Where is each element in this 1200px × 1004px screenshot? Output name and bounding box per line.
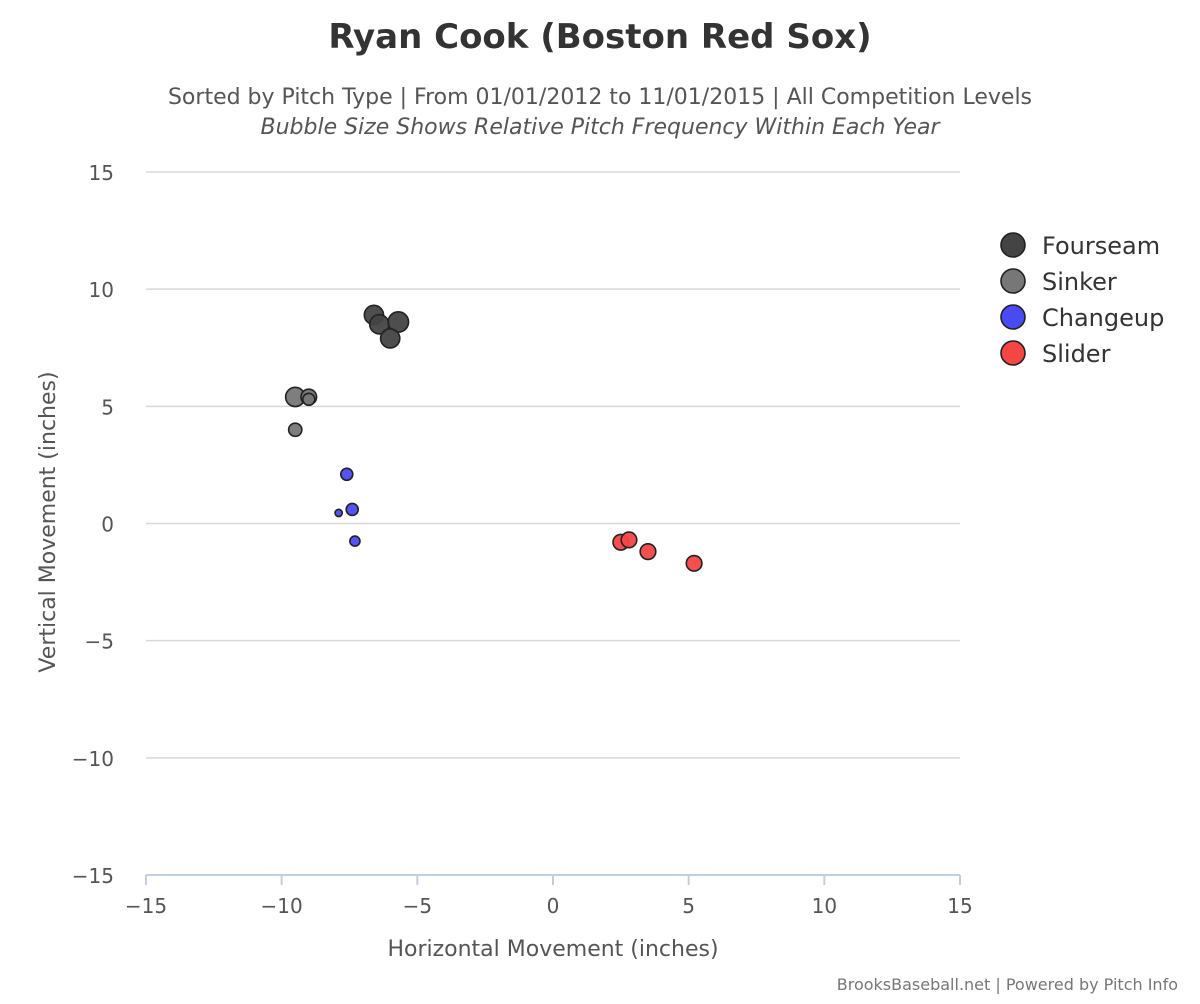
legend-marker-fourseam	[1000, 232, 1026, 258]
y-axis-tick-labels: −15 −10 −5 0 5 10 15	[72, 161, 114, 888]
x-axis-tick-labels: −15 −10 −5 0 5 10 15	[125, 894, 973, 918]
chart-subtitle: Sorted by Pitch Type | From 01/01/2012 t…	[168, 85, 1032, 110]
data-point-sinker	[301, 392, 316, 407]
x-tick-label: 0	[547, 894, 560, 918]
x-tick-label: −10	[261, 894, 303, 918]
y-tick-label: −10	[72, 747, 114, 771]
x-tick-label: 5	[682, 894, 695, 918]
y-tick-label: 0	[101, 513, 114, 537]
legend-label-changeup: Changeup	[1042, 304, 1164, 332]
x-tick-label: −5	[403, 894, 432, 918]
x-axis-label: Horizontal Movement (inches)	[387, 937, 718, 962]
legend: Fourseam Sinker Changeup Slider	[1000, 232, 1164, 368]
x-tick-label: −15	[125, 894, 167, 918]
data-point-changeup	[339, 467, 354, 482]
data-point-fourseam	[379, 327, 401, 349]
data-points	[284, 304, 703, 572]
data-point-changeup	[345, 502, 360, 517]
y-tick-label: −5	[85, 630, 114, 654]
data-point-changeup	[349, 535, 361, 547]
legend-label-fourseam: Fourseam	[1042, 232, 1160, 260]
chart-title: Ryan Cook (Boston Red Sox)	[328, 17, 871, 57]
chart-subtitle-note: Bubble Size Shows Relative Pitch Frequen…	[260, 115, 941, 140]
legend-marker-slider	[1000, 340, 1026, 366]
y-tick-label: 5	[101, 395, 114, 419]
y-tick-label: −15	[72, 864, 114, 888]
legend-marker-sinker	[1000, 268, 1026, 294]
data-point-changeup	[334, 508, 344, 518]
x-tick-label: 15	[947, 894, 972, 918]
legend-marker-changeup	[1000, 304, 1026, 330]
data-point-slider	[639, 543, 657, 561]
credit-text: BrooksBaseball.net | Powered by Pitch In…	[837, 975, 1178, 994]
x-tick-label: 10	[812, 894, 837, 918]
legend-label-sinker: Sinker	[1042, 268, 1117, 296]
y-tick-label: 10	[89, 278, 114, 302]
x-axis	[145, 874, 961, 885]
data-point-sinker	[287, 422, 303, 438]
data-point-slider	[620, 531, 638, 549]
grid-lines	[146, 171, 960, 759]
y-axis-label: Vertical Movement (inches)	[36, 371, 61, 672]
y-tick-label: 15	[89, 161, 114, 185]
data-point-slider	[685, 554, 703, 572]
legend-label-slider: Slider	[1042, 340, 1111, 368]
